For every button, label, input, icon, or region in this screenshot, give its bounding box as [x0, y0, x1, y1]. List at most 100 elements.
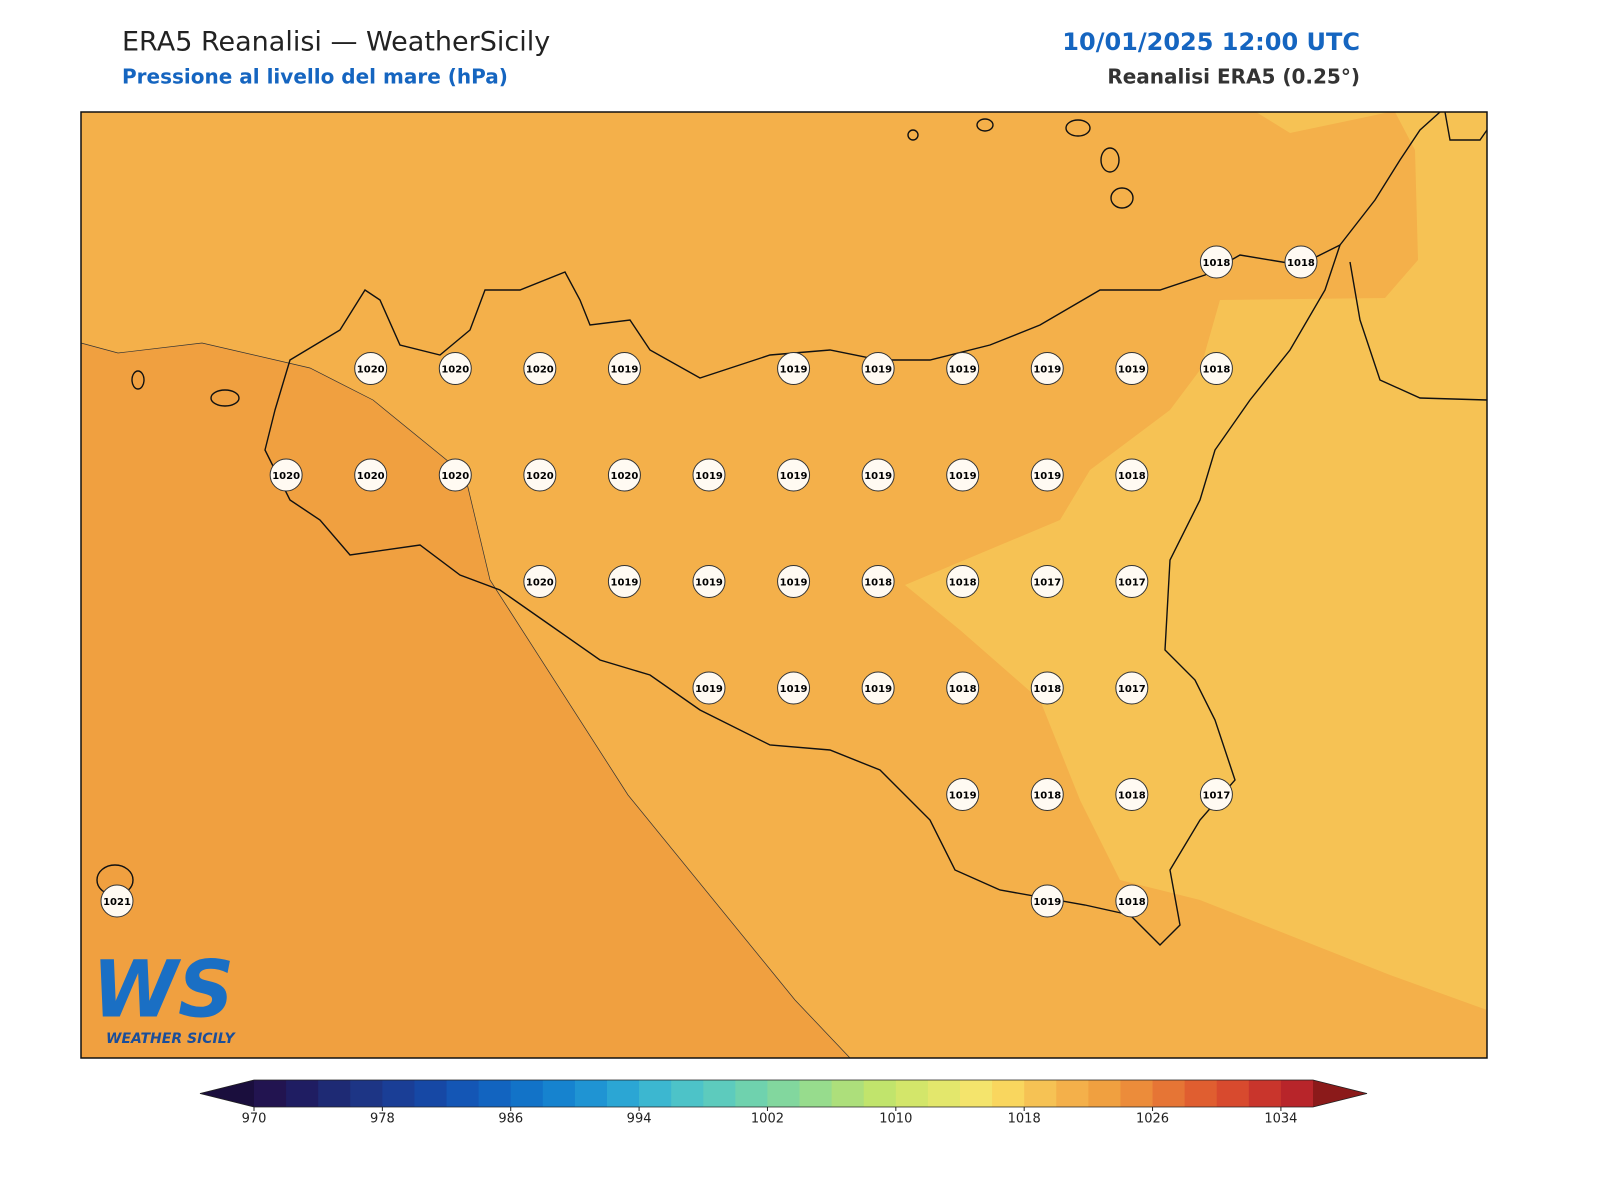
colorbar-segment: [1120, 1080, 1154, 1107]
pressure-zone-low: [905, 112, 1487, 1010]
station-marker: [1284, 245, 1318, 279]
station-marker: [777, 352, 811, 385]
colorbar-under: [200, 1080, 254, 1107]
station-value: 1020: [441, 471, 469, 482]
station-value: 1019: [1118, 365, 1146, 376]
station-marker: [607, 352, 641, 385]
station-value: 1019: [1033, 471, 1061, 482]
station-marker: [438, 458, 472, 492]
station-value: 1019: [1033, 365, 1061, 376]
station: 1019: [946, 352, 980, 385]
colorbar-segment: [318, 1080, 351, 1107]
station: 1018: [1115, 778, 1149, 811]
station-marker: [1199, 352, 1233, 385]
colorbar-segment: [382, 1080, 415, 1107]
station-marker: [354, 458, 388, 492]
colorbar-tick-label: 994: [627, 1112, 652, 1127]
colorbar-tick-label: 978: [370, 1112, 395, 1127]
stations: 1018 1018 1020 1020 1020 1019 1019 1019 1019 1019…: [100, 245, 1318, 918]
station: 1020: [438, 352, 472, 385]
colorbar-segment: [350, 1080, 383, 1107]
station-value: 1019: [780, 684, 808, 695]
station: 1019: [692, 671, 726, 705]
station-value: 1018: [1118, 791, 1146, 802]
station: 1018: [1030, 671, 1064, 705]
station: 1018: [1199, 352, 1233, 385]
station: 1021: [100, 884, 134, 918]
station-marker: [692, 565, 726, 598]
colorbar-segment: [1056, 1080, 1089, 1107]
station-marker: [1115, 778, 1149, 811]
station: 1019: [861, 352, 895, 385]
colorbar-segment: [992, 1080, 1025, 1107]
colorbar-segment: [767, 1080, 801, 1107]
station-value: 1020: [610, 471, 638, 482]
station-marker: [523, 352, 557, 385]
station: 1019: [777, 458, 811, 492]
station: 1018: [1284, 245, 1318, 279]
station-marker: [946, 458, 980, 492]
station: 1019: [692, 565, 726, 598]
station: 1019: [607, 352, 641, 385]
colorbar-segment: [703, 1080, 736, 1107]
station-value: 1021: [103, 897, 131, 908]
station-marker: [861, 352, 895, 385]
station: 1019: [1115, 352, 1149, 385]
colorbar-segment: [286, 1080, 319, 1107]
station-value: 1019: [695, 471, 723, 482]
station-value: 1019: [610, 365, 638, 376]
station: 1020: [354, 352, 388, 385]
station-value: 1020: [357, 471, 385, 482]
station-marker: [1115, 884, 1149, 918]
station: 1019: [861, 458, 895, 492]
station-value: 1019: [780, 365, 808, 376]
station-marker: [1030, 565, 1064, 598]
station-value: 1019: [610, 578, 638, 589]
station: 1018: [1030, 778, 1064, 811]
station-value: 1018: [1033, 791, 1061, 802]
station-value: 1019: [1033, 897, 1061, 908]
station-marker: [777, 565, 811, 598]
station-value: 1018: [1287, 258, 1315, 269]
station: 1019: [777, 352, 811, 385]
station: 1020: [354, 458, 388, 492]
station-marker: [354, 352, 388, 385]
station: 1018: [946, 565, 980, 598]
station: 1018: [861, 565, 895, 598]
colorbar: 970 978 986 994 1002 1010 1018 1026 1034: [199, 1079, 1368, 1127]
colorbar-tick-label: 986: [498, 1112, 523, 1127]
station: 1018: [1199, 245, 1233, 279]
station-value: 1018: [864, 578, 892, 589]
colorbar-segment: [414, 1080, 448, 1107]
logo: WS WEATHER SICILY: [92, 945, 237, 1047]
station: 1020: [523, 458, 557, 492]
station-value: 1019: [864, 365, 892, 376]
station-marker: [1030, 458, 1064, 492]
station-value: 1018: [949, 578, 977, 589]
pressure-zone-low: [1256, 112, 1390, 133]
station-marker: [946, 565, 980, 598]
station-value: 1020: [526, 365, 554, 376]
station: 1020: [523, 565, 557, 598]
colorbar-segment: [1024, 1080, 1057, 1107]
colorbar-tick-label: 1018: [1008, 1112, 1041, 1127]
station: 1019: [777, 671, 811, 705]
station: 1019: [1030, 884, 1064, 918]
logo-text: WS: [92, 945, 234, 1035]
station-marker: [523, 458, 557, 492]
station-marker: [1030, 778, 1064, 811]
station-marker: [1115, 565, 1149, 598]
station-value: 1019: [695, 684, 723, 695]
islands: [96, 118, 1134, 896]
station-marker: [861, 565, 895, 598]
colorbar-segment: [542, 1080, 576, 1107]
calabria-coast: [1339, 111, 1441, 246]
station-marker: [861, 458, 895, 492]
station-value: 1017: [1202, 791, 1230, 802]
calabria-coast: [1349, 261, 1488, 401]
station-value: 1020: [272, 471, 300, 482]
station-value: 1020: [526, 471, 554, 482]
station: 1017: [1115, 671, 1149, 705]
station-value: 1019: [949, 791, 977, 802]
